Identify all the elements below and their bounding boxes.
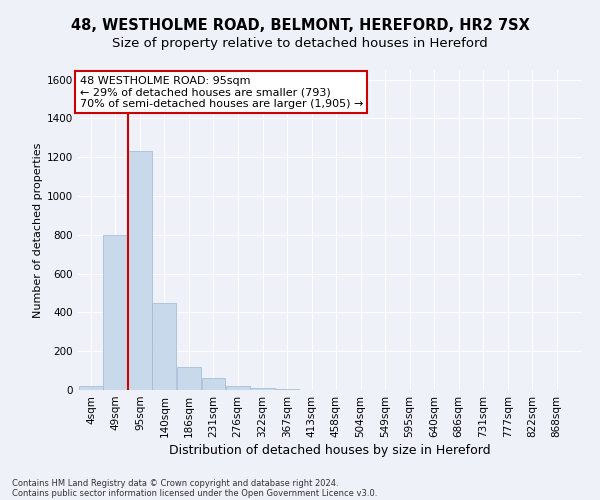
Bar [128, 152, 152, 390]
Bar [251, 388, 275, 390]
Text: Contains public sector information licensed under the Open Government Licence v3: Contains public sector information licen… [12, 488, 377, 498]
Text: Contains HM Land Registry data © Crown copyright and database right 2024.: Contains HM Land Registry data © Crown c… [12, 478, 338, 488]
Bar [79, 386, 103, 390]
Bar [177, 366, 201, 390]
Bar [226, 386, 250, 390]
Text: Size of property relative to detached houses in Hereford: Size of property relative to detached ho… [112, 38, 488, 51]
Y-axis label: Number of detached properties: Number of detached properties [33, 142, 43, 318]
Text: 48 WESTHOLME ROAD: 95sqm
← 29% of detached houses are smaller (793)
70% of semi-: 48 WESTHOLME ROAD: 95sqm ← 29% of detach… [80, 76, 363, 109]
Text: 48, WESTHOLME ROAD, BELMONT, HEREFORD, HR2 7SX: 48, WESTHOLME ROAD, BELMONT, HEREFORD, H… [71, 18, 529, 32]
Bar [275, 389, 299, 390]
Bar [202, 378, 226, 390]
X-axis label: Distribution of detached houses by size in Hereford: Distribution of detached houses by size … [169, 444, 491, 457]
Bar [152, 302, 176, 390]
Bar [103, 235, 127, 390]
